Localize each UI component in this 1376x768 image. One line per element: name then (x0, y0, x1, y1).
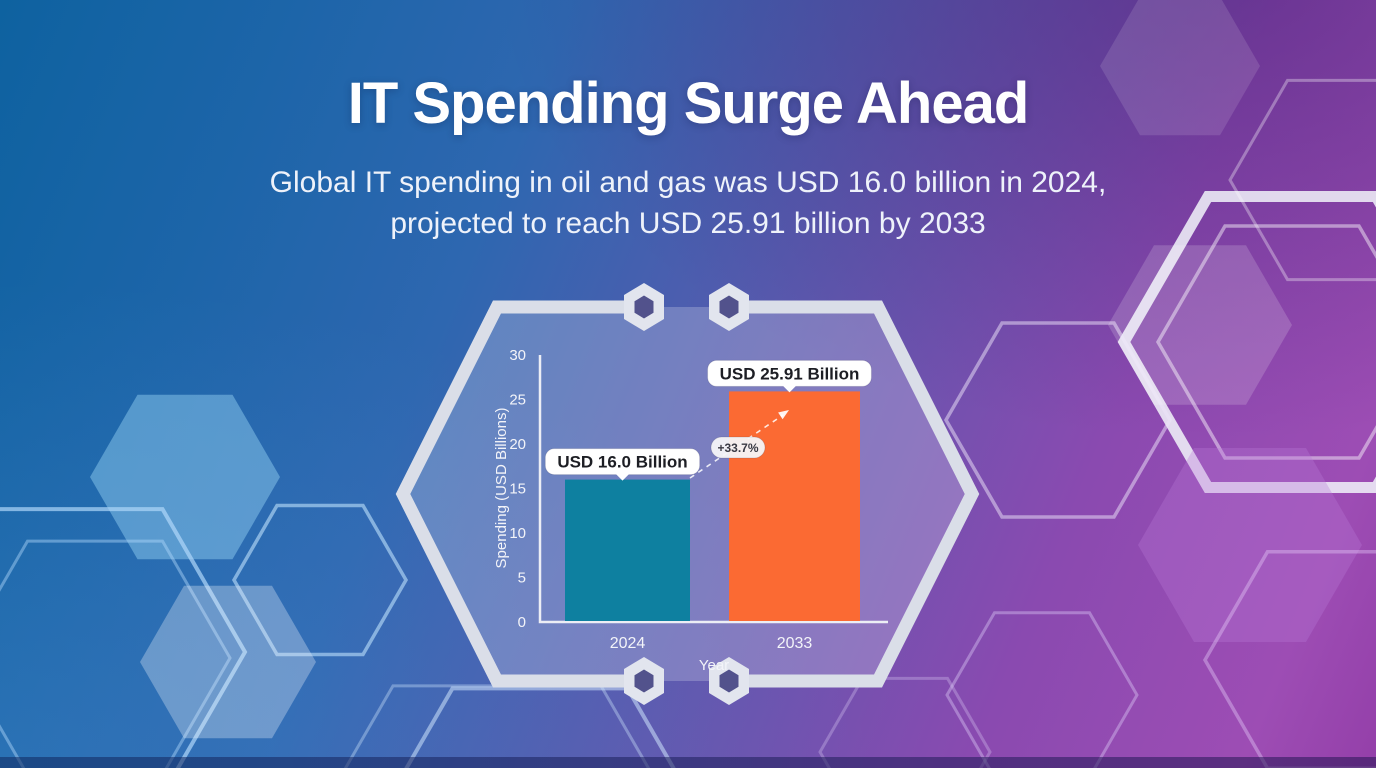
hexagon-frame-left (395, 300, 626, 688)
page-title: IT Spending Surge Ahead (347, 71, 1030, 136)
hex-bolt-hole-0 (634, 295, 654, 319)
decorative-hexagon-15 (945, 611, 1139, 768)
decorative-hexagon-4 (140, 585, 316, 739)
decorative-hexagon-16 (818, 676, 992, 768)
y-tick-label-20: 20 (509, 436, 526, 453)
decorative-hexagon-14 (1202, 549, 1376, 768)
hex-bolt-hole-3 (719, 669, 739, 693)
subtitle-line-2: projected to reach USD 25.91 billion by … (390, 206, 986, 240)
y-tick-label-30: 30 (509, 347, 526, 364)
subtitle-line-1: Global IT spending in oil and gas was US… (269, 166, 1107, 199)
x-tick-label-2033: 2033 (777, 635, 813, 652)
hex-bolt-hole-1 (719, 295, 739, 319)
y-tick-label-5: 5 (518, 570, 526, 587)
decorative-hexagon-13 (1138, 448, 1362, 642)
growth-badge-label: +33.7% (717, 441, 758, 455)
bottom-accent-bar (0, 757, 1376, 768)
subtitle: Global IT spending in oil and gas was US… (198, 163, 1178, 244)
x-tick-label-2024: 2024 (610, 635, 646, 652)
bar-value-callout-pointer-2033 (782, 385, 797, 393)
bar-value-callout-pointer-2024 (615, 473, 630, 481)
growth-arrow-head (778, 410, 789, 420)
decorative-hexagon-11 (1228, 78, 1376, 282)
decorative-hexagon-10 (1108, 245, 1292, 405)
y-axis-title: Spending (USD Billions) (493, 408, 510, 569)
header: IT Spending Surge Ahead Global IT spendi… (0, 70, 1376, 244)
bar-value-callout-label-2033: USD 25.91 Billion (720, 364, 860, 383)
growth-arrow-line (689, 414, 784, 479)
y-tick-label-15: 15 (509, 481, 526, 498)
decorative-hexagon-1 (0, 507, 248, 768)
bar-2024 (565, 479, 690, 621)
y-tick-label-0: 0 (518, 614, 526, 631)
hexagon-frame-right (747, 300, 980, 688)
hex-bolt-hole-2 (634, 669, 654, 693)
growth-badge (710, 436, 766, 459)
decorative-hexagon-12 (1100, 0, 1260, 136)
decorative-hexagon-0 (90, 394, 280, 560)
decorative-hexagon-3 (231, 503, 409, 657)
chart-axes (538, 355, 888, 624)
y-tick-label-25: 25 (509, 392, 526, 409)
bar-value-callout-label-2024: USD 16.0 Billion (557, 453, 687, 472)
decorative-hexagon-9 (943, 321, 1173, 519)
x-axis-title: Year (699, 657, 729, 674)
y-tick-label-10: 10 (509, 525, 526, 542)
bar-2033 (729, 391, 860, 621)
decorative-hexagon-8 (1155, 224, 1376, 460)
decorative-hexagon-2 (0, 539, 232, 768)
